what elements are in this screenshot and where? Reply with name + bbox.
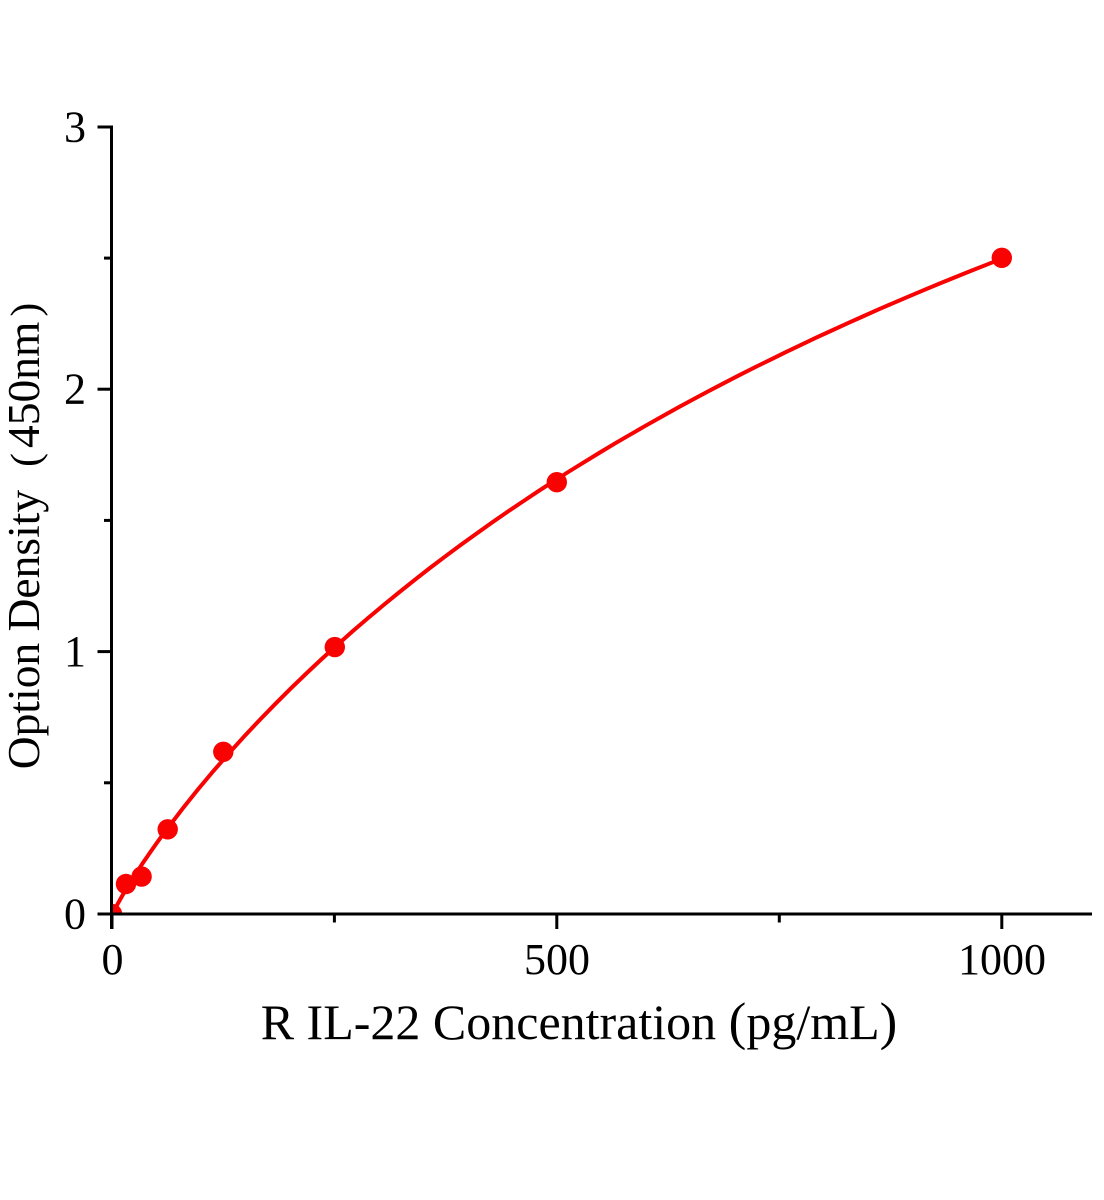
svg-text:2: 2 xyxy=(64,365,86,414)
svg-text:0: 0 xyxy=(102,935,124,984)
svg-text:3: 3 xyxy=(64,103,86,152)
svg-text:1: 1 xyxy=(64,627,86,676)
svg-text:500: 500 xyxy=(524,935,590,984)
svg-text:R IL-22 Concentration (pg/mL): R IL-22 Concentration (pg/mL) xyxy=(261,993,898,1051)
svg-text:1000: 1000 xyxy=(958,935,1046,984)
svg-text:Option Density(450nm): Option Density(450nm) xyxy=(0,303,49,769)
svg-text:0: 0 xyxy=(64,890,86,939)
